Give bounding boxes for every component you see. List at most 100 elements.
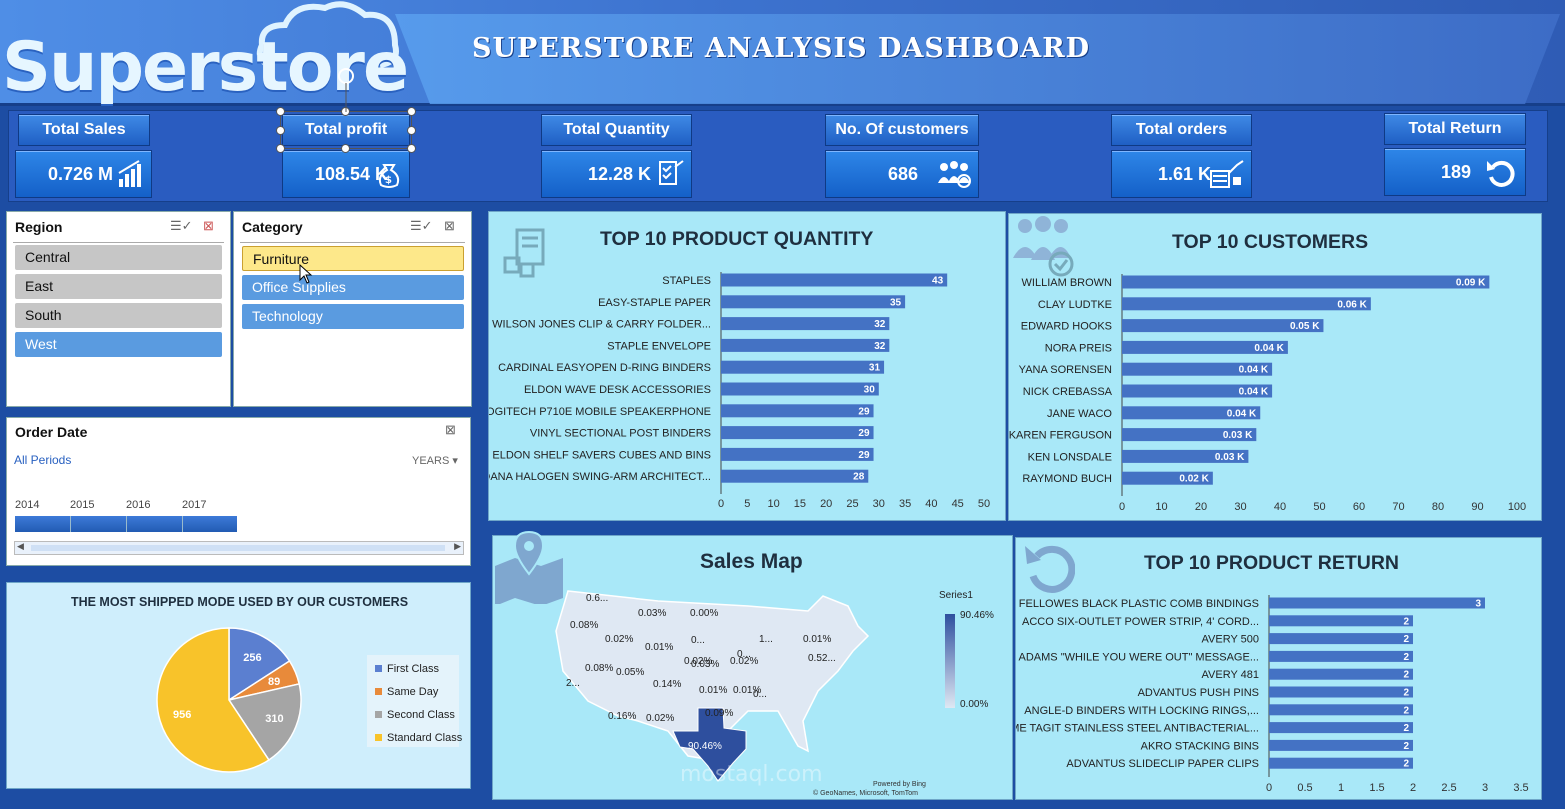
map-region-label: 0.03% [691,659,720,670]
year-2015: 2015 [70,499,95,511]
bar [721,404,874,418]
resize-handle[interactable] [276,144,285,153]
slicer-divider [13,242,224,243]
scroll-thumb[interactable] [31,545,445,551]
region-item-central[interactable]: Central [15,245,222,270]
sales-map-title: Sales Map [700,550,803,573]
legend-swatch [375,688,382,695]
kpi-total-orders-number: 1.61 K [1158,164,1212,184]
x-tick-label: 3 [1482,782,1488,794]
bar-value-label: 2 [1403,670,1409,681]
bar-category-label: NORA PREIS [1045,342,1112,354]
map-region-label: 1... [759,634,773,645]
selection-frame[interactable] [276,107,416,153]
year-2014: 2014 [15,499,40,511]
kpi-total-return-number: 189 [1441,162,1472,182]
x-tick-label: 1.5 [1369,782,1384,794]
x-tick-label: 60 [1353,501,1365,513]
kpi-total-sales-number: 0.726 M [48,164,114,184]
map-region-label: 0.01% [733,685,762,696]
region-item-east[interactable]: East [15,274,222,299]
map-region-label: 0.16% [608,711,637,722]
category-item-office-supplies[interactable]: Office Supplies [242,275,464,300]
map-region-label: 0... [691,635,705,646]
customers-group-icon [938,161,971,188]
clear-filter-icon[interactable]: ⊠ [444,218,455,233]
resize-handle[interactable] [407,126,416,135]
all-periods-label: All Periods [14,453,72,467]
bar-category-label: JANE WACO [1047,408,1112,420]
timeline-scrollbar[interactable]: ◀ ▶ [14,541,464,555]
map-region-label: 0.02% [646,713,675,724]
bar [1269,615,1413,627]
region-item-south[interactable]: South [15,303,222,328]
resize-handle[interactable] [276,107,285,116]
pie-slice [227,683,302,761]
bar [1122,340,1288,354]
bar [1122,275,1490,289]
kpi-band [8,110,1548,202]
bar [1122,471,1213,485]
timeline-level-label: YEARS [412,455,450,467]
ship-mode-title: THE MOST SHIPPED MODE USED BY OUR CUSTOM… [70,595,409,609]
scroll-right-icon[interactable]: ▶ [454,541,461,551]
map-credit-bing: Powered by Bing [873,781,926,788]
x-tick-label: 0 [1119,501,1125,513]
bar-category-label: CARDINAL EASYOPEN D-RING BINDERS [498,362,711,374]
resize-handle[interactable] [341,144,350,153]
rotate-handle-icon[interactable] [336,66,356,112]
sales-growth-icon [118,160,141,187]
bar [1269,739,1413,751]
map-region-label: 0.01% [699,685,728,696]
resize-handle[interactable] [276,126,285,135]
resize-handle[interactable] [407,144,416,153]
map-region-label: 0.08% [585,663,614,674]
timeline-bar[interactable] [14,516,237,532]
map-region-label: 0.00% [690,608,719,619]
map-region-label: 0.52... [808,653,836,664]
bar-value-label: 2 [1403,759,1409,770]
x-tick-label: 40 [1274,501,1286,513]
bar [721,295,906,309]
bar-value-label: 0.02 K [1179,474,1209,485]
bar-value-label: 35 [890,297,902,308]
x-tick-label: 45 [952,498,964,510]
orders-growth-icon [1210,160,1244,188]
multi-select-icon[interactable]: ☰✓ [410,218,433,233]
timeline-level-dropdown[interactable]: YEARS ▾ [412,454,458,467]
kpi-customers-label: No. Of customers [825,114,979,146]
region-slicer-title: Region [15,219,63,235]
bar-category-label: YANA SORENSEN [1019,364,1112,376]
bar [1269,722,1413,734]
bar [1122,319,1324,333]
pie-slice [156,627,270,773]
sales-map-panel: Sales Map 0.6... 0.03% 0.00% 0.08% 0.02% 0.01… [492,530,1013,800]
kpi-total-quantity-number: 12.28 K [588,164,652,184]
x-tick-label: 2.5 [1441,782,1456,794]
top-customers-bar-chart: WILLIAM BROWN 0.09 K CLAY LUDTKE 0.06 K EDWA… [1009,274,1526,513]
x-tick-label: 0 [1266,782,1272,794]
order-date-title: Order Date [15,424,88,440]
x-tick-label: 30 [1234,501,1246,513]
year-2017: 2017 [182,499,207,511]
x-tick-label: 70 [1392,501,1404,513]
bar-value-label: 0.03 K [1215,452,1245,463]
multi-select-icon[interactable]: ☰✓ [170,218,193,233]
category-item-furniture[interactable]: Furniture [242,246,464,271]
top-quantity-bar-chart: STAPLES 43 EASY-STAPLE PAPER 35 WILSON JONES… [489,272,990,510]
scroll-left-icon[interactable]: ◀ [17,541,24,551]
clear-filter-icon[interactable]: ⊠ [445,422,456,437]
category-slicer: Category ☰✓ ⊠ Furniture Office Supplies … [233,211,472,407]
kpi-total-return-label: Total Return [1384,113,1526,145]
pie-slice-label: 256 [243,652,261,664]
clear-filter-icon[interactable]: ⊠ [203,218,214,233]
bar [1269,597,1485,609]
bar-value-label: 2 [1403,723,1409,734]
region-item-west[interactable]: West [15,332,222,357]
resize-handle[interactable] [407,107,416,116]
x-tick-label: 25 [846,498,858,510]
bar-value-label: 29 [858,406,870,417]
legend-label: Same Day [387,686,439,698]
category-item-technology[interactable]: Technology [242,304,464,329]
legend-label: First Class [387,663,439,675]
